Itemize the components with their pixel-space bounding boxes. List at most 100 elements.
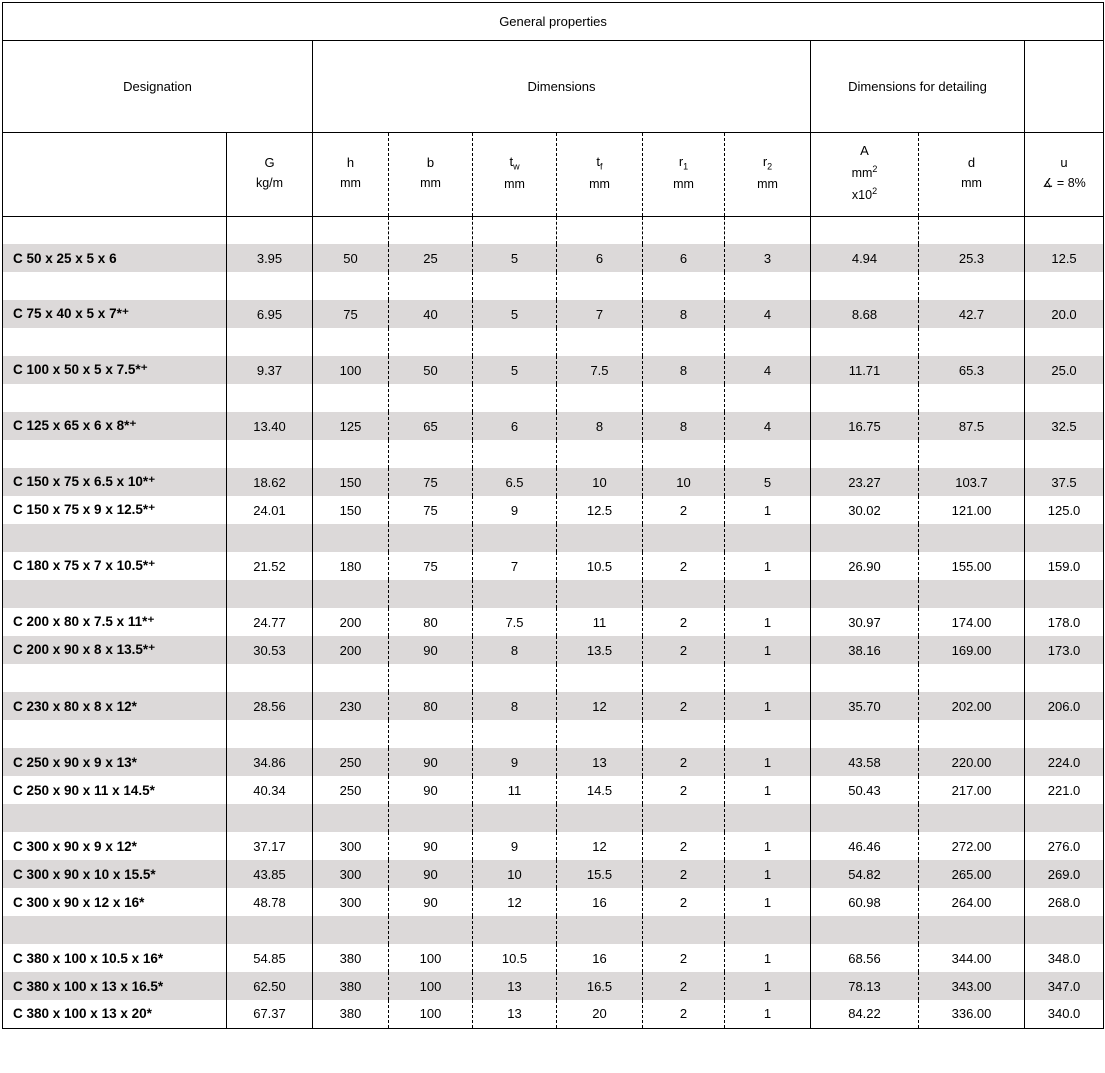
cell-d: 121.00 <box>919 496 1025 524</box>
cell-tf: 11 <box>557 608 643 636</box>
cell-tf: 12.5 <box>557 496 643 524</box>
table-row: C 125 x 65 x 6 x 8*⁺13.4012565688416.758… <box>3 412 1104 440</box>
cell-G: 13.40 <box>227 412 313 440</box>
cell-tf: 16 <box>557 944 643 972</box>
cell-designation: C 250 x 90 x 9 x 13* <box>3 748 227 776</box>
cell-r1: 2 <box>643 888 725 916</box>
cell-b: 65 <box>389 412 473 440</box>
cell-u: 178.0 <box>1025 608 1104 636</box>
cell-G: 24.77 <box>227 608 313 636</box>
cell-G: 18.62 <box>227 468 313 496</box>
cell-G: 43.85 <box>227 860 313 888</box>
cell-d: 25.3 <box>919 244 1025 272</box>
cell-u: 348.0 <box>1025 944 1104 972</box>
table-row: C 100 x 50 x 5 x 7.5*⁺9.371005057.58411.… <box>3 356 1104 384</box>
cell-tw: 5 <box>473 300 557 328</box>
cell-G: 21.52 <box>227 552 313 580</box>
cell-b: 50 <box>389 356 473 384</box>
cell-tw: 10 <box>473 860 557 888</box>
cell-designation: C 75 x 40 x 5 x 7*⁺ <box>3 300 227 328</box>
cell-tf: 7.5 <box>557 356 643 384</box>
cell-d: 174.00 <box>919 608 1025 636</box>
cell-A: 84.22 <box>811 1000 919 1028</box>
cell-b: 100 <box>389 1000 473 1028</box>
cell-tw: 8 <box>473 692 557 720</box>
cell-G: 48.78 <box>227 888 313 916</box>
cell-r2: 4 <box>725 300 811 328</box>
cell-h: 150 <box>313 496 389 524</box>
table-row: C 200 x 90 x 8 x 13.5*⁺30.5320090813.521… <box>3 636 1104 664</box>
cell-b: 90 <box>389 832 473 860</box>
cell-A: 26.90 <box>811 552 919 580</box>
col-designation-empty <box>3 133 227 217</box>
spacer-row <box>3 328 1104 356</box>
cell-u: 25.0 <box>1025 356 1104 384</box>
cell-d: 103.7 <box>919 468 1025 496</box>
cell-h: 100 <box>313 356 389 384</box>
spacer-row <box>3 580 1104 608</box>
cell-r1: 2 <box>643 972 725 1000</box>
group-dimensions: Dimensions <box>313 41 811 133</box>
cell-h: 300 <box>313 860 389 888</box>
cell-tw: 13 <box>473 972 557 1000</box>
cell-b: 75 <box>389 468 473 496</box>
cell-b: 90 <box>389 860 473 888</box>
cell-u: 125.0 <box>1025 496 1104 524</box>
cell-r2: 1 <box>725 748 811 776</box>
cell-G: 37.17 <box>227 832 313 860</box>
spacer-row <box>3 272 1104 300</box>
spacer-row <box>3 440 1104 468</box>
cell-G: 6.95 <box>227 300 313 328</box>
cell-designation: C 300 x 90 x 9 x 12* <box>3 832 227 860</box>
cell-tw: 8 <box>473 636 557 664</box>
table-row: C 380 x 100 x 10.5 x 16*54.8538010010.51… <box>3 944 1104 972</box>
cell-h: 380 <box>313 972 389 1000</box>
cell-G: 40.34 <box>227 776 313 804</box>
table-title: General properties <box>3 3 1104 41</box>
group-designation: Designation <box>3 41 313 133</box>
cell-h: 300 <box>313 832 389 860</box>
cell-tf: 20 <box>557 1000 643 1028</box>
cell-designation: C 380 x 100 x 10.5 x 16* <box>3 944 227 972</box>
table-row: C 380 x 100 x 13 x 16.5*62.503801001316.… <box>3 972 1104 1000</box>
cell-r1: 8 <box>643 356 725 384</box>
col-A: Amm2x102 <box>811 133 919 217</box>
cell-tf: 14.5 <box>557 776 643 804</box>
cell-tw: 9 <box>473 496 557 524</box>
table-row: C 250 x 90 x 11 x 14.5*40.34250901114.52… <box>3 776 1104 804</box>
cell-h: 180 <box>313 552 389 580</box>
spacer-row <box>3 524 1104 552</box>
cell-G: 30.53 <box>227 636 313 664</box>
cell-r2: 4 <box>725 412 811 440</box>
cell-tf: 16 <box>557 888 643 916</box>
table-row: C 380 x 100 x 13 x 20*67.373801001320218… <box>3 1000 1104 1028</box>
cell-b: 80 <box>389 608 473 636</box>
cell-G: 67.37 <box>227 1000 313 1028</box>
cell-tf: 7 <box>557 300 643 328</box>
cell-tw: 6.5 <box>473 468 557 496</box>
cell-G: 34.86 <box>227 748 313 776</box>
cell-b: 90 <box>389 776 473 804</box>
table-row: C 75 x 40 x 5 x 7*⁺6.95754057848.6842.72… <box>3 300 1104 328</box>
cell-tw: 7.5 <box>473 608 557 636</box>
cell-h: 250 <box>313 776 389 804</box>
cell-r2: 1 <box>725 776 811 804</box>
cell-d: 220.00 <box>919 748 1025 776</box>
cell-r2: 3 <box>725 244 811 272</box>
cell-tf: 12 <box>557 692 643 720</box>
cell-G: 9.37 <box>227 356 313 384</box>
cell-A: 78.13 <box>811 972 919 1000</box>
cell-d: 169.00 <box>919 636 1025 664</box>
cell-designation: C 200 x 90 x 8 x 13.5*⁺ <box>3 636 227 664</box>
cell-r1: 8 <box>643 300 725 328</box>
cell-A: 43.58 <box>811 748 919 776</box>
cell-tw: 9 <box>473 832 557 860</box>
cell-r1: 2 <box>643 608 725 636</box>
cell-b: 25 <box>389 244 473 272</box>
cell-A: 23.27 <box>811 468 919 496</box>
table-row: C 230 x 80 x 8 x 12*28.56230808122135.70… <box>3 692 1104 720</box>
cell-r1: 2 <box>643 860 725 888</box>
table-row: C 150 x 75 x 6.5 x 10*⁺18.62150756.51010… <box>3 468 1104 496</box>
cell-tf: 8 <box>557 412 643 440</box>
col-r1: r1mm <box>643 133 725 217</box>
